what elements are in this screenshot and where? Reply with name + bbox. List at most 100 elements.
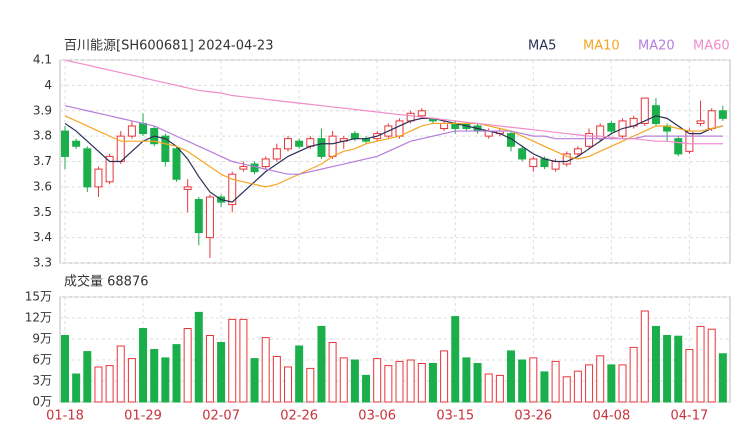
- candle-body: [507, 133, 515, 147]
- volume-bar: [139, 328, 148, 403]
- candle-body: [585, 133, 594, 147]
- volume-bar: [83, 351, 92, 403]
- volume-bar: [618, 364, 627, 403]
- candle-body: [395, 120, 404, 137]
- candle-body: [651, 105, 660, 124]
- chart-title: 百川能源[SH600681] 2024-04-23: [64, 39, 273, 54]
- volume-bar: [607, 364, 616, 403]
- y-tick-label: 3.7: [33, 154, 52, 168]
- x-tick-label: 04-17: [671, 409, 709, 424]
- volume-bar: [540, 371, 549, 403]
- x-tick-label: 03-26: [514, 409, 552, 424]
- x-tick-label: 01-29: [124, 409, 162, 424]
- volume-bar: [384, 365, 393, 403]
- candle-body: [317, 138, 326, 157]
- y-tick-label: 3.8: [33, 129, 52, 143]
- candle-body: [551, 161, 560, 170]
- candle-body: [228, 173, 237, 206]
- candle-body: [284, 138, 292, 150]
- volume-bar: [72, 373, 81, 403]
- ma-lines: [64, 60, 723, 203]
- y-tick-label: 15万: [25, 290, 52, 304]
- x-tick-label: 01-18: [46, 409, 84, 424]
- volume-bar: [651, 325, 660, 403]
- candle-body: [328, 135, 337, 157]
- volume-bar: [529, 357, 538, 403]
- volume-bar: [573, 370, 582, 403]
- y-tick-label: 3.3: [33, 256, 52, 270]
- volume-bar: [406, 359, 415, 403]
- volume-bar: [239, 318, 248, 403]
- volume-bar: [116, 345, 125, 403]
- ma-line: [64, 115, 723, 188]
- candle-body: [194, 199, 203, 234]
- volume-bar: [663, 335, 672, 403]
- candle-body: [562, 153, 571, 165]
- x-tick-label: 02-07: [202, 409, 240, 424]
- candle-body: [718, 110, 727, 119]
- volume-bar: [495, 374, 504, 403]
- candle-body: [261, 158, 270, 168]
- candle-body: [105, 155, 114, 183]
- volume-bar: [640, 310, 649, 403]
- volume-bar: [306, 367, 315, 403]
- candle-body: [61, 130, 69, 157]
- volume-bar: [685, 349, 694, 403]
- candle-body: [139, 122, 148, 135]
- volume-bar: [473, 363, 482, 403]
- volume-bar: [217, 342, 226, 403]
- volume-bar: [161, 357, 170, 403]
- y-tick-label: 4.1: [33, 53, 52, 67]
- volume-bar: [428, 363, 437, 403]
- x-tick-label: 04-08: [592, 409, 630, 424]
- volume-bar: [718, 353, 727, 403]
- volume-bar: [250, 358, 259, 403]
- volume-bar: [261, 337, 270, 403]
- x-tick-label: 03-06: [358, 409, 396, 424]
- volume-bar: [373, 358, 382, 403]
- volume-bar: [205, 335, 214, 403]
- volume-bar: [440, 350, 449, 403]
- y-tick-label: 3.5: [33, 205, 52, 219]
- volume-bar: [596, 355, 605, 403]
- volume-bar: [272, 356, 281, 403]
- volume-bar: [295, 345, 304, 403]
- volume-bar: [194, 311, 203, 403]
- volume-bar: [562, 376, 571, 403]
- volume-bar: [150, 349, 159, 403]
- volume-bar: [362, 374, 371, 403]
- candle-body: [640, 97, 649, 124]
- volume-bar: [339, 357, 348, 403]
- volume-bar: [183, 328, 192, 403]
- candle-body: [417, 110, 426, 117]
- y-tick-label: 3.9: [33, 103, 52, 117]
- candle-body: [172, 148, 181, 180]
- legend-label: MA60: [693, 39, 730, 54]
- candle-body: [183, 186, 192, 190]
- y-tick-label: 3万: [32, 374, 52, 388]
- volume-bar: [585, 364, 594, 403]
- candle-body: [83, 148, 92, 188]
- y-tick-label: 12万: [25, 311, 52, 325]
- y-tick-label: 3.4: [33, 230, 52, 244]
- candle-body: [161, 135, 170, 162]
- volume-bar: [451, 316, 460, 403]
- y-tick-label: 6万: [32, 353, 52, 367]
- y-tick-label: 0万: [32, 395, 52, 409]
- volume-bar: [696, 325, 705, 403]
- x-tick-label: 03-15: [436, 409, 474, 424]
- volume-bar: [484, 373, 493, 403]
- volume-bar: [317, 325, 326, 403]
- volume-title: 成交量 68876: [64, 274, 149, 290]
- legend-label: MA10: [583, 39, 620, 54]
- candle-body: [127, 125, 136, 137]
- candle-body: [696, 120, 705, 124]
- candle-body: [272, 148, 281, 160]
- volume-bar: [674, 335, 683, 403]
- volume-bar: [417, 363, 426, 403]
- candle-body: [250, 163, 259, 173]
- candle-body: [72, 140, 81, 147]
- candle-body: [295, 140, 304, 147]
- candle-body: [518, 148, 527, 160]
